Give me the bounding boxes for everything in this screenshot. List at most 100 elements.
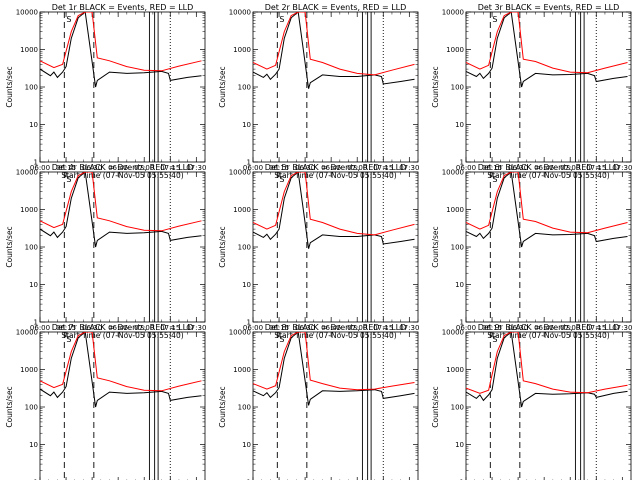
series-line-events: [40, 12, 202, 88]
y-tick-label: 10: [455, 281, 464, 289]
y-tick-label: 100: [238, 244, 251, 252]
x-tick-label: 06:30: [82, 164, 102, 172]
x-tick-label: 07:30: [399, 164, 419, 172]
y-tick-label: 10000: [16, 329, 38, 337]
event-marker-label: S: [66, 15, 71, 24]
x-tick-label: 07:15: [373, 324, 393, 332]
series-line-events: [466, 12, 628, 88]
x-axis-label: Start Time (07-Nov-05 05:55:40): [487, 331, 609, 340]
y-tick-label: 10: [455, 121, 464, 129]
y-tick-label: 1000: [20, 366, 38, 374]
y-tick-label: 10: [242, 441, 251, 449]
y-axis-label: Counts/sec: [431, 66, 440, 107]
series-line-lld: [466, 172, 628, 234]
x-tick-label: 06:30: [82, 324, 102, 332]
x-tick-label: 06:00: [243, 164, 263, 172]
detector-chart-7: Det 7r BLACK = Events, RED = LLD 1 10 100 10…: [5, 323, 206, 480]
y-tick-label: 1: [247, 479, 251, 480]
x-tick-label: 06:15: [269, 164, 289, 172]
event-marker-label: S: [492, 335, 497, 344]
y-tick-label: 10000: [229, 9, 251, 17]
x-tick-label: 07:00: [134, 164, 154, 172]
chart-title: Det 7r BLACK = Events, RED = LLD: [52, 323, 194, 332]
event-marker-label: S: [279, 175, 284, 184]
chart-title: Det 1r BLACK = Events, RED = LLD: [52, 3, 194, 12]
y-tick-label: 100: [451, 404, 464, 412]
detector-chart-9: Det 9r BLACK = Events, RED = LLD 1 10 100 10…: [431, 323, 632, 480]
chart-title: Det 5r BLACK = Events, RED = LLD: [265, 163, 407, 172]
x-tick-label: 07:30: [612, 324, 632, 332]
chart-title: Det 8r BLACK = Events, RED = LLD: [265, 323, 407, 332]
series-line-events: [253, 332, 415, 406]
event-marker-label: S: [66, 175, 71, 184]
series-line-events: [466, 172, 628, 248]
x-tick-label: 07:00: [134, 324, 154, 332]
y-tick-label: 10000: [229, 169, 251, 177]
y-tick-label: 1000: [446, 366, 464, 374]
chart-title: Det 9r BLACK = Events, RED = LLD: [478, 323, 620, 332]
x-tick-label: 07:30: [612, 164, 632, 172]
y-tick-label: 10: [29, 281, 38, 289]
series-line-events: [253, 172, 415, 249]
detector-chart-6: Det 6r BLACK = Events, RED = LLD 1 10 100 10…: [431, 163, 632, 340]
y-tick-label: 10: [455, 441, 464, 449]
chart-title: Det 6r BLACK = Events, RED = LLD: [478, 163, 620, 172]
x-tick-label: 06:00: [243, 324, 263, 332]
x-axis-label: Start Time (07-Nov-05 05:55:40): [487, 171, 609, 180]
detector-chart-5: Det 5r BLACK = Events, RED = LLD 1 10 100 10…: [218, 163, 419, 340]
y-tick-label: 10000: [16, 169, 38, 177]
y-axis-label: Counts/sec: [431, 226, 440, 267]
x-tick-label: 06:45: [108, 324, 128, 332]
detector-chart-2: Det 2r BLACK = Events, RED = LLD 1 10 100 10…: [218, 3, 419, 180]
y-tick-label: 1: [34, 479, 38, 480]
series-line-events: [253, 12, 415, 89]
x-tick-label: 06:15: [56, 324, 76, 332]
series-line-lld: [466, 332, 628, 394]
x-axis-label: Start Time (07-Nov-05 05:55:40): [274, 331, 396, 340]
x-tick-label: 07:30: [186, 164, 206, 172]
series-line-events: [40, 172, 202, 248]
x-tick-label: 07:15: [160, 324, 180, 332]
series-line-lld: [253, 332, 415, 391]
x-tick-label: 06:30: [508, 324, 528, 332]
x-tick-label: 06:45: [108, 164, 128, 172]
y-tick-label: 10000: [442, 329, 464, 337]
y-tick-label: 10000: [229, 329, 251, 337]
event-marker-label: S: [279, 335, 284, 344]
x-tick-label: 07:00: [560, 324, 580, 332]
series-line-events: [466, 332, 628, 408]
x-tick-label: 07:15: [586, 324, 606, 332]
x-tick-label: 06:15: [269, 324, 289, 332]
y-axis-label: Counts/sec: [5, 386, 14, 427]
y-tick-label: 10: [29, 121, 38, 129]
x-tick-label: 07:00: [560, 164, 580, 172]
y-tick-label: 1000: [233, 366, 251, 374]
x-tick-label: 06:45: [321, 324, 341, 332]
x-tick-label: 06:45: [534, 324, 554, 332]
y-tick-label: 10: [242, 281, 251, 289]
y-axis-label: Counts/sec: [218, 226, 227, 267]
x-tick-label: 07:00: [347, 164, 367, 172]
y-axis-label: Counts/sec: [5, 226, 14, 267]
chart-title: Det 4r BLACK = Events, RED = LLD: [52, 163, 194, 172]
detector-chart-4: Det 4r BLACK = Events, RED = LLD 1 10 100 10…: [5, 163, 206, 340]
y-tick-label: 1: [34, 159, 38, 167]
y-tick-label: 100: [25, 404, 38, 412]
y-tick-label: 100: [25, 84, 38, 92]
series-line-events: [40, 332, 202, 408]
detector-chart-1: Det 1r BLACK = Events, RED = LLD 1 10 100 10…: [5, 3, 206, 180]
event-marker-label: S: [492, 15, 497, 24]
y-tick-label: 1000: [446, 206, 464, 214]
x-tick-label: 07:00: [347, 324, 367, 332]
y-tick-label: 1000: [233, 206, 251, 214]
series-line-lld: [466, 12, 628, 74]
x-tick-label: 07:15: [160, 164, 180, 172]
detector-chart-8: Det 8r BLACK = Events, RED = LLD 1 10 100 10…: [218, 323, 419, 480]
y-axis-label: Counts/sec: [5, 66, 14, 107]
y-tick-label: 1: [460, 159, 464, 167]
y-tick-label: 10: [29, 441, 38, 449]
x-axis-label: Start Time (07-Nov-05 05:55:40): [61, 331, 183, 340]
y-tick-label: 1: [247, 159, 251, 167]
y-axis-label: Counts/sec: [218, 386, 227, 427]
